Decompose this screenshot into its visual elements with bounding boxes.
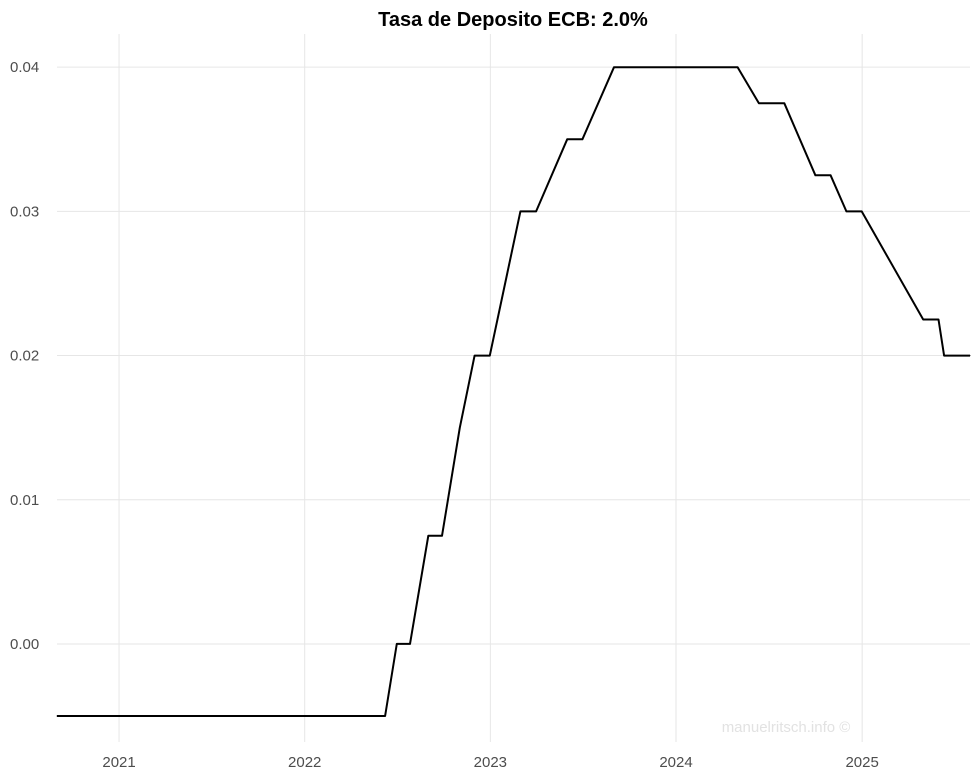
data-point: [845, 210, 847, 212]
data-point: [56, 715, 58, 717]
data-point: [613, 66, 615, 68]
data-point: [409, 643, 411, 645]
data-point: [943, 355, 945, 357]
data-points: [56, 66, 971, 717]
data-point: [783, 102, 785, 104]
data-point: [384, 715, 386, 717]
watermark: manuelritsch.info ©: [722, 719, 851, 736]
data-point: [969, 355, 971, 357]
data-point: [938, 319, 939, 320]
y-tick-label: 0.01: [10, 492, 39, 509]
data-point: [861, 210, 863, 212]
data-point: [830, 174, 832, 176]
data-point: [459, 427, 461, 429]
y-tick-labels: 0.00 0.01 0.02 0.03 0.04: [10, 59, 39, 653]
y-tick-label: 0.02: [10, 348, 39, 365]
x-tick-label: 2024: [659, 754, 692, 771]
x-tick-label: 2021: [102, 754, 135, 771]
y-tick-label: 0.03: [10, 203, 39, 220]
x-tick-label: 2023: [474, 754, 507, 771]
x-tick-labels: 2021 2022 2023 2024 2025: [102, 754, 878, 771]
chart-title: Tasa de Deposito ECB: 2.0%: [378, 9, 648, 31]
data-point: [758, 102, 760, 104]
data-point: [922, 319, 924, 320]
data-point: [581, 138, 583, 140]
y-tick-label: 0.04: [10, 59, 39, 76]
data-point: [737, 66, 739, 68]
x-tick-label: 2022: [288, 754, 321, 771]
data-point: [814, 174, 816, 176]
data-point: [519, 210, 521, 212]
data-point: [474, 355, 476, 357]
data-point: [396, 643, 398, 645]
x-gridlines: [118, 34, 863, 742]
y-gridlines: [57, 66, 970, 645]
series-line: [57, 66, 970, 717]
data-point: [427, 535, 429, 537]
data-point: [535, 210, 537, 212]
y-tick-label: 0.00: [10, 636, 39, 653]
data-point: [566, 138, 568, 140]
data-point: [489, 355, 491, 357]
data-point: [441, 535, 443, 537]
x-tick-label: 2025: [845, 754, 878, 771]
